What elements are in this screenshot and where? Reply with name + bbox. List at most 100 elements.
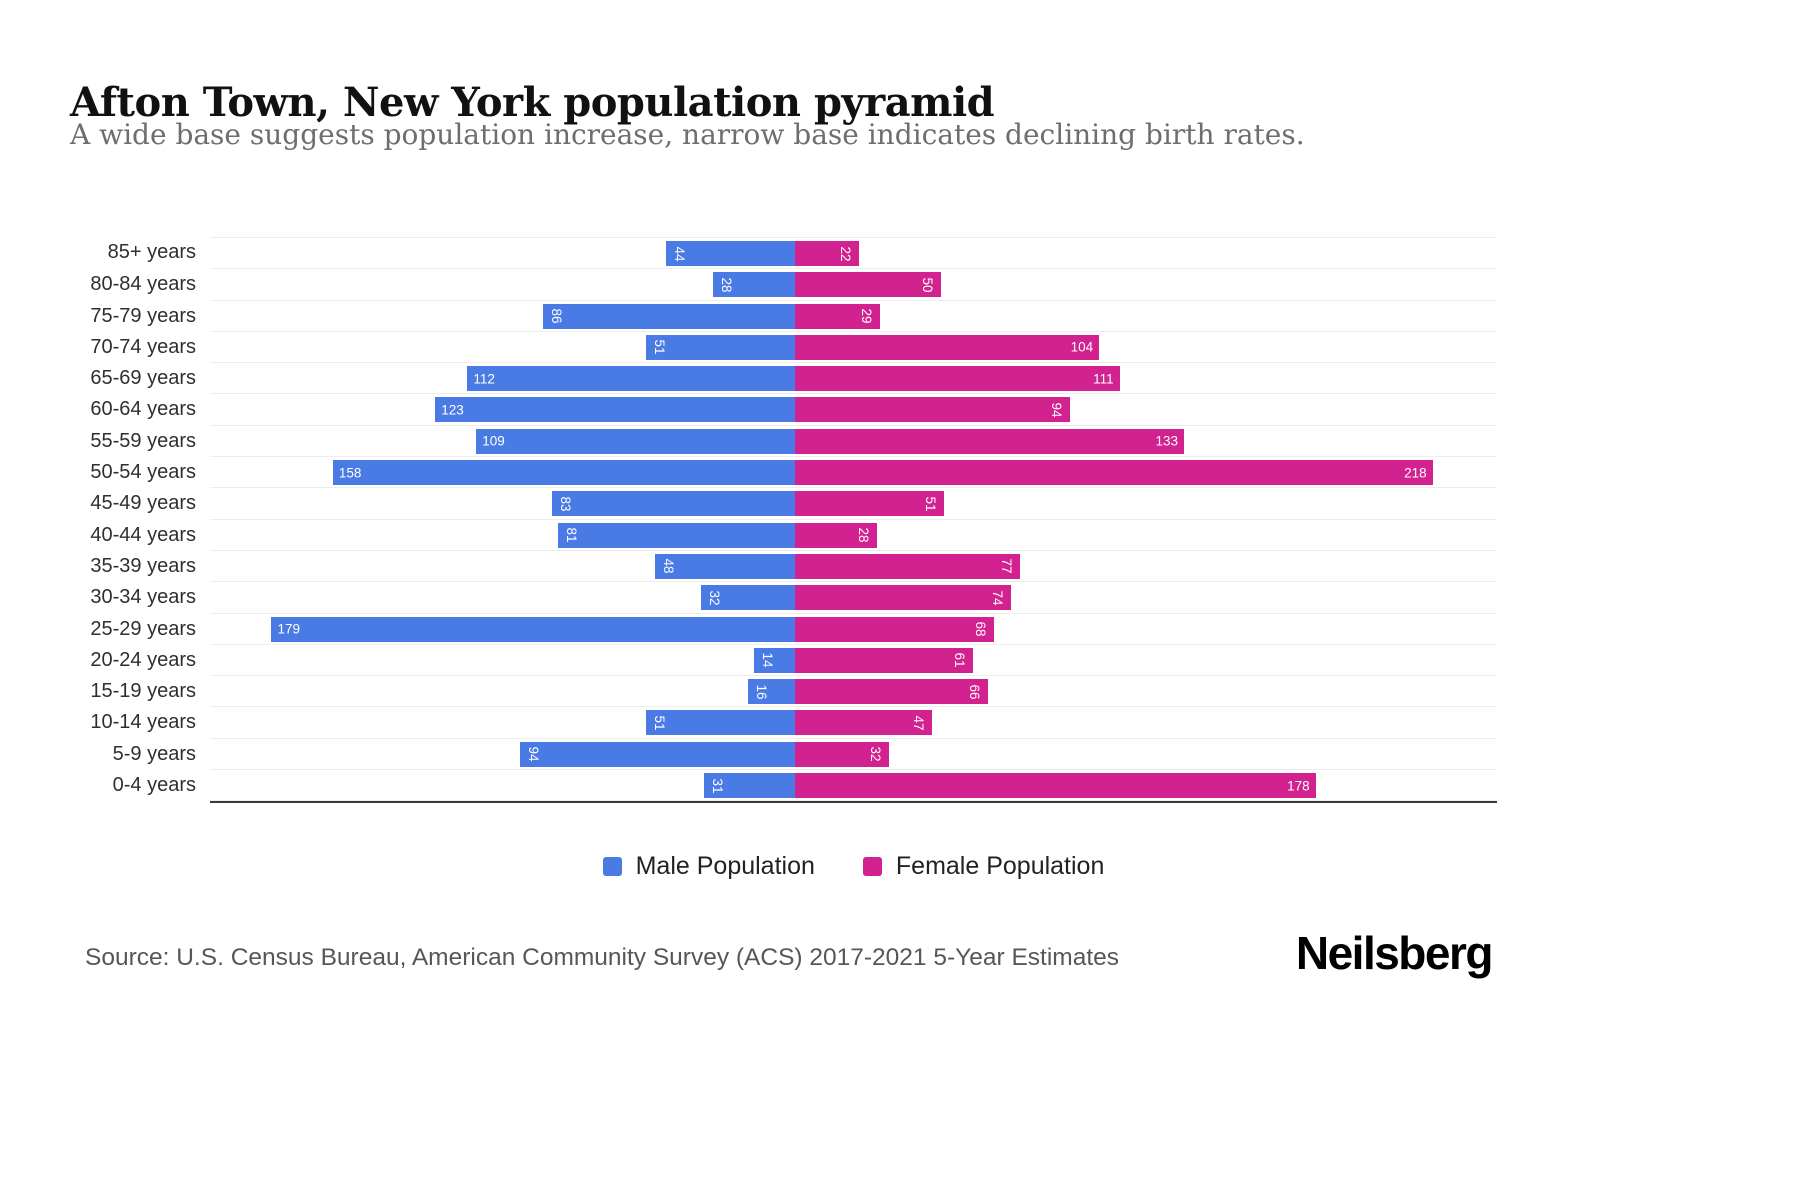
source-attribution: Source: U.S. Census Bureau, American Com… [85, 944, 1120, 971]
male-bar-value-label: 51 [651, 339, 667, 355]
pyramid-row: 94 32 [210, 739, 1497, 771]
male-population-bar: 123 [435, 397, 795, 423]
age-axis-label: 80-84 years [90, 273, 196, 296]
neilsberg-logo[interactable]: Neilsberg [1295, 927, 1494, 979]
female-population-bar: 218 [795, 460, 1433, 486]
male-bar-value-label: 123 [441, 402, 464, 418]
male-population-bar: 14 [754, 647, 795, 673]
page-title: Afton Town, New York population pyramid [70, 78, 995, 126]
pyramid-row: 179 68 [210, 614, 1497, 645]
page-subtitle: A wide base suggests population increase… [70, 118, 1305, 151]
pyramid-row: 123 94 [210, 394, 1497, 426]
female-population-bar: 77 [795, 553, 1021, 579]
female-legend-swatch-icon [862, 857, 882, 876]
age-axis-label: 10-14 years [90, 711, 196, 734]
female-bar-value-label: 29 [858, 308, 874, 324]
age-axis-label: 50-54 years [90, 461, 196, 484]
male-population-bar: 112 [467, 366, 795, 392]
pyramid-row: 81 28 [210, 520, 1497, 551]
female-bar-value-label: 61 [952, 652, 968, 668]
female-population-bar: 68 [795, 616, 994, 642]
female-population-bar: 104 [795, 334, 1100, 360]
female-bar-value-label: 22 [838, 245, 854, 262]
age-axis-label: 45-49 years [90, 492, 196, 515]
pyramid-row: 109 133 [210, 426, 1497, 458]
age-axis-label: 70-74 years [90, 335, 196, 358]
female-bar-value-label: 32 [867, 746, 883, 762]
male-bar-value-label: 83 [558, 496, 574, 512]
male-population-bar: 179 [271, 616, 795, 642]
age-axis-label: 5-9 years [112, 742, 196, 765]
legend-item-female[interactable]: Female Population [862, 852, 1105, 881]
male-population-bar: 51 [645, 710, 795, 736]
pyramid-row: 86 29 [210, 301, 1497, 332]
male-bar-value-label: 48 [660, 558, 676, 574]
age-axis-label: 35-39 years [90, 554, 196, 577]
male-population-bar: 81 [558, 522, 795, 548]
pyramid-row: 32 74 [210, 582, 1497, 614]
pyramid-row: 44 22 [210, 237, 1497, 270]
male-bar-value-label: 109 [482, 433, 505, 449]
pyramid-row: 31 178 [210, 770, 1497, 802]
pyramid-row: 28 50 [210, 269, 1497, 301]
female-population-bar: 29 [795, 303, 880, 329]
pyramid-row: 14 61 [210, 645, 1497, 677]
male-population-bar: 32 [701, 585, 795, 611]
male-population-bar: 44 [666, 241, 795, 266]
male-bar-value-label: 32 [707, 590, 723, 606]
female-bar-value-label: 74 [990, 590, 1006, 606]
pyramid-row: 48 77 [210, 551, 1497, 583]
female-bar-value-label: 111 [1093, 371, 1114, 387]
male-bar-value-label: 86 [549, 308, 565, 324]
female-population-bar: 32 [795, 741, 889, 767]
male-bar-value-label: 51 [651, 715, 667, 731]
female-bar-value-label: 178 [1287, 778, 1310, 794]
male-bar-value-label: 31 [710, 778, 726, 794]
male-population-bar: 158 [332, 460, 795, 486]
male-population-bar: 83 [552, 491, 795, 517]
female-bar-value-label: 104 [1070, 339, 1094, 355]
pyramid-row: 112 111 [210, 363, 1497, 395]
age-axis-label: 25-29 years [90, 617, 196, 640]
legend-item-male[interactable]: Male Population [602, 852, 815, 881]
female-population-bar: 28 [795, 522, 877, 548]
female-population-bar: 111 [795, 366, 1120, 392]
pyramid-row: 51 104 [210, 332, 1497, 364]
male-legend-label: Male Population [635, 852, 815, 880]
female-bar-value-label: 218 [1404, 465, 1427, 481]
pyramid-row: 158 218 [210, 457, 1497, 489]
age-axis-label: 65-69 years [90, 367, 196, 390]
female-bar-value-label: 68 [972, 621, 988, 637]
pyramid-plot-area: 85+ years 44 22 80-84 years 28 50 75-79 years 8… [70, 237, 1497, 804]
x-axis-line [210, 801, 1497, 804]
pyramid-row: 51 47 [210, 707, 1497, 739]
male-bar-value-label: 14 [760, 652, 776, 668]
male-bar-value-label: 44 [672, 245, 688, 262]
age-axis-label: 20-24 years [90, 648, 196, 671]
male-population-bar: 51 [645, 334, 795, 360]
pyramid-row: 83 51 [210, 488, 1497, 520]
female-population-bar: 94 [795, 397, 1070, 423]
female-bar-value-label: 47 [911, 715, 927, 731]
female-legend-label: Female Population [895, 852, 1105, 880]
age-axis-label: 40-44 years [90, 523, 196, 546]
male-population-bar: 16 [748, 679, 795, 705]
male-bar-value-label: 81 [564, 527, 580, 543]
age-axis-label: 85+ years [107, 241, 196, 263]
female-population-bar: 61 [795, 647, 974, 673]
female-bar-value-label: 51 [923, 496, 939, 512]
female-population-bar: 50 [795, 272, 942, 298]
age-axis-label: 60-64 years [90, 398, 196, 421]
male-bar-value-label: 179 [277, 621, 300, 637]
chart-legend: Male Population Female Population [210, 852, 1497, 881]
male-population-bar: 48 [654, 553, 795, 579]
male-population-bar: 94 [520, 741, 795, 767]
female-bar-value-label: 94 [1048, 402, 1064, 418]
male-population-bar: 28 [713, 272, 795, 298]
age-axis-label: 75-79 years [90, 304, 196, 327]
female-bar-value-label: 28 [855, 527, 871, 543]
female-bar-value-label: 133 [1155, 433, 1179, 449]
male-bar-value-label: 28 [719, 277, 735, 293]
male-population-bar: 109 [476, 428, 795, 454]
